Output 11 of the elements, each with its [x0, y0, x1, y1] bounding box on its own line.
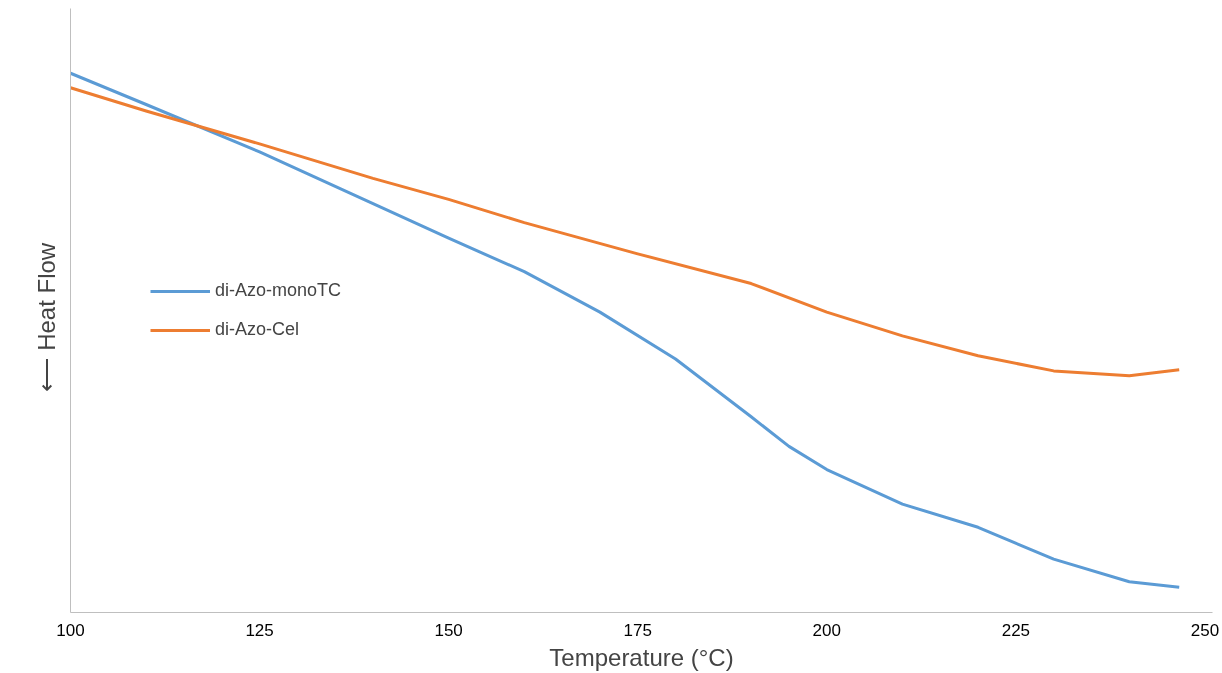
legend-label: di-Azo-Cel	[215, 319, 300, 340]
x-axis-title: Temperature (°C)	[549, 643, 734, 671]
y-axis-title: ⟵ Heat Flow	[32, 242, 60, 392]
x-tick-label: 125	[245, 620, 274, 640]
x-tick-label: 225	[1001, 620, 1031, 640]
x-tick-label: 150	[434, 620, 463, 640]
x-tick-label: 100	[56, 620, 85, 640]
legend-label: di-Azo-monoTC	[215, 280, 342, 301]
x-tick-label: 175	[623, 620, 652, 640]
x-tick-label: 200	[812, 620, 841, 640]
x-tick-label: 250	[1190, 620, 1220, 640]
